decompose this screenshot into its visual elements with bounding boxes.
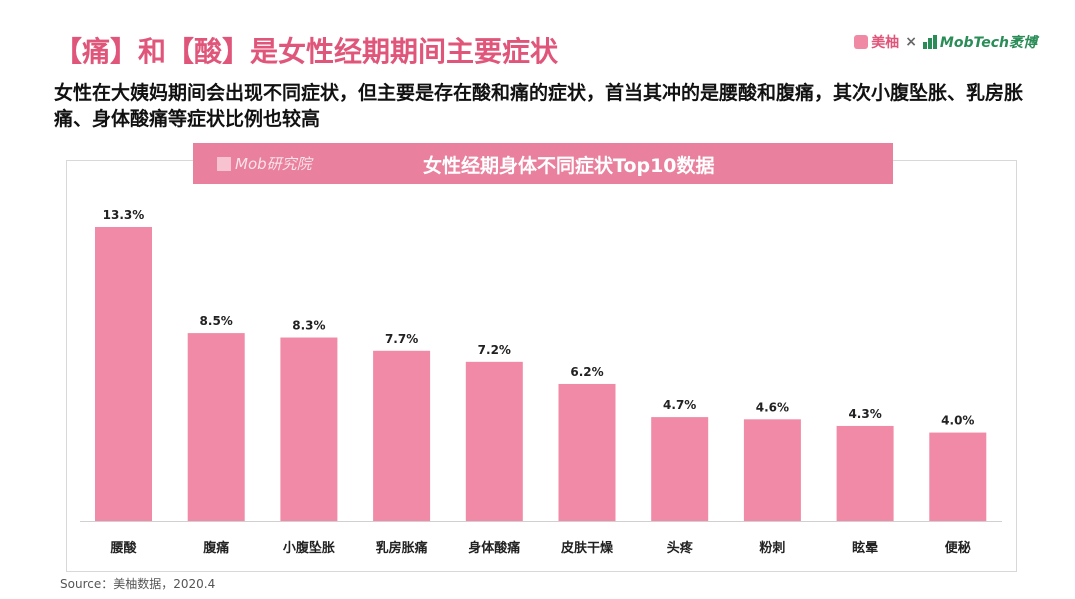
page-title: 【痛】和【酸】是女性经期期间主要症状	[54, 35, 559, 68]
data-label-6: 6.2%	[570, 365, 603, 379]
category-label-2: 腹痛	[203, 540, 229, 556]
source-note: Source：美柚数据，2020.4	[60, 577, 216, 591]
category-label-10: 便秘	[945, 540, 971, 556]
logo-separator: ×	[905, 34, 917, 50]
bar-3	[280, 337, 338, 521]
data-label-2: 8.5%	[200, 314, 233, 328]
category-label-9: 眩晕	[852, 540, 878, 556]
mob-research-logo: Mob研究院	[217, 153, 312, 174]
category-label-4: 乳房胀痛	[376, 540, 428, 556]
data-label-9: 4.3%	[848, 407, 881, 421]
category-label-8: 粉刺	[759, 540, 785, 556]
mobtech-logo-text: MobTech袤博	[939, 35, 1037, 51]
data-label-8: 4.6%	[756, 400, 789, 414]
bar-1	[95, 227, 152, 521]
bar-8	[743, 419, 801, 521]
mob-research-logo-text: Mob研究院	[235, 155, 312, 173]
meiyou-logo: 美柚	[854, 32, 899, 52]
bar-4	[373, 350, 431, 521]
data-label-3: 8.3%	[292, 319, 325, 333]
data-label-5: 7.2%	[478, 343, 511, 357]
meiyou-logo-icon	[854, 35, 869, 49]
bar-10	[929, 432, 987, 521]
brand-logos: 美柚 × MobTech袤博	[854, 32, 1037, 52]
data-label-1: 13.3%	[103, 208, 145, 222]
chart-banner: Mob研究院 女性经期身体不同症状Top10数据	[193, 143, 893, 184]
mob-research-logo-icon	[217, 156, 231, 171]
data-label-7: 4.7%	[663, 398, 696, 412]
bar-9	[836, 425, 894, 521]
bar-2	[187, 333, 245, 521]
bar-6	[558, 383, 616, 521]
category-label-5: 身体酸痛	[468, 540, 520, 556]
category-label-1: 腰酸	[109, 540, 137, 556]
data-label-4: 7.7%	[385, 332, 418, 346]
category-label-3: 小腹坠胀	[283, 540, 335, 556]
category-label-7: 头疼	[667, 540, 694, 556]
category-label-6: 皮肤干燥	[560, 540, 614, 556]
data-label-10: 4.0%	[941, 414, 974, 428]
chart-title: 女性经期身体不同症状Top10数据	[423, 155, 715, 177]
page-subtitle: 女性在大姨妈期间会出现不同症状，但主要是存在酸和痛的症状，首当其冲的是腰酸和腹痛…	[54, 82, 1024, 130]
bar-7	[651, 417, 709, 521]
meiyou-logo-text: 美柚	[871, 35, 900, 51]
bar-5	[465, 361, 523, 521]
mobtech-logo: MobTech袤博	[922, 32, 1037, 52]
mobtech-logo-icon	[922, 35, 937, 49]
